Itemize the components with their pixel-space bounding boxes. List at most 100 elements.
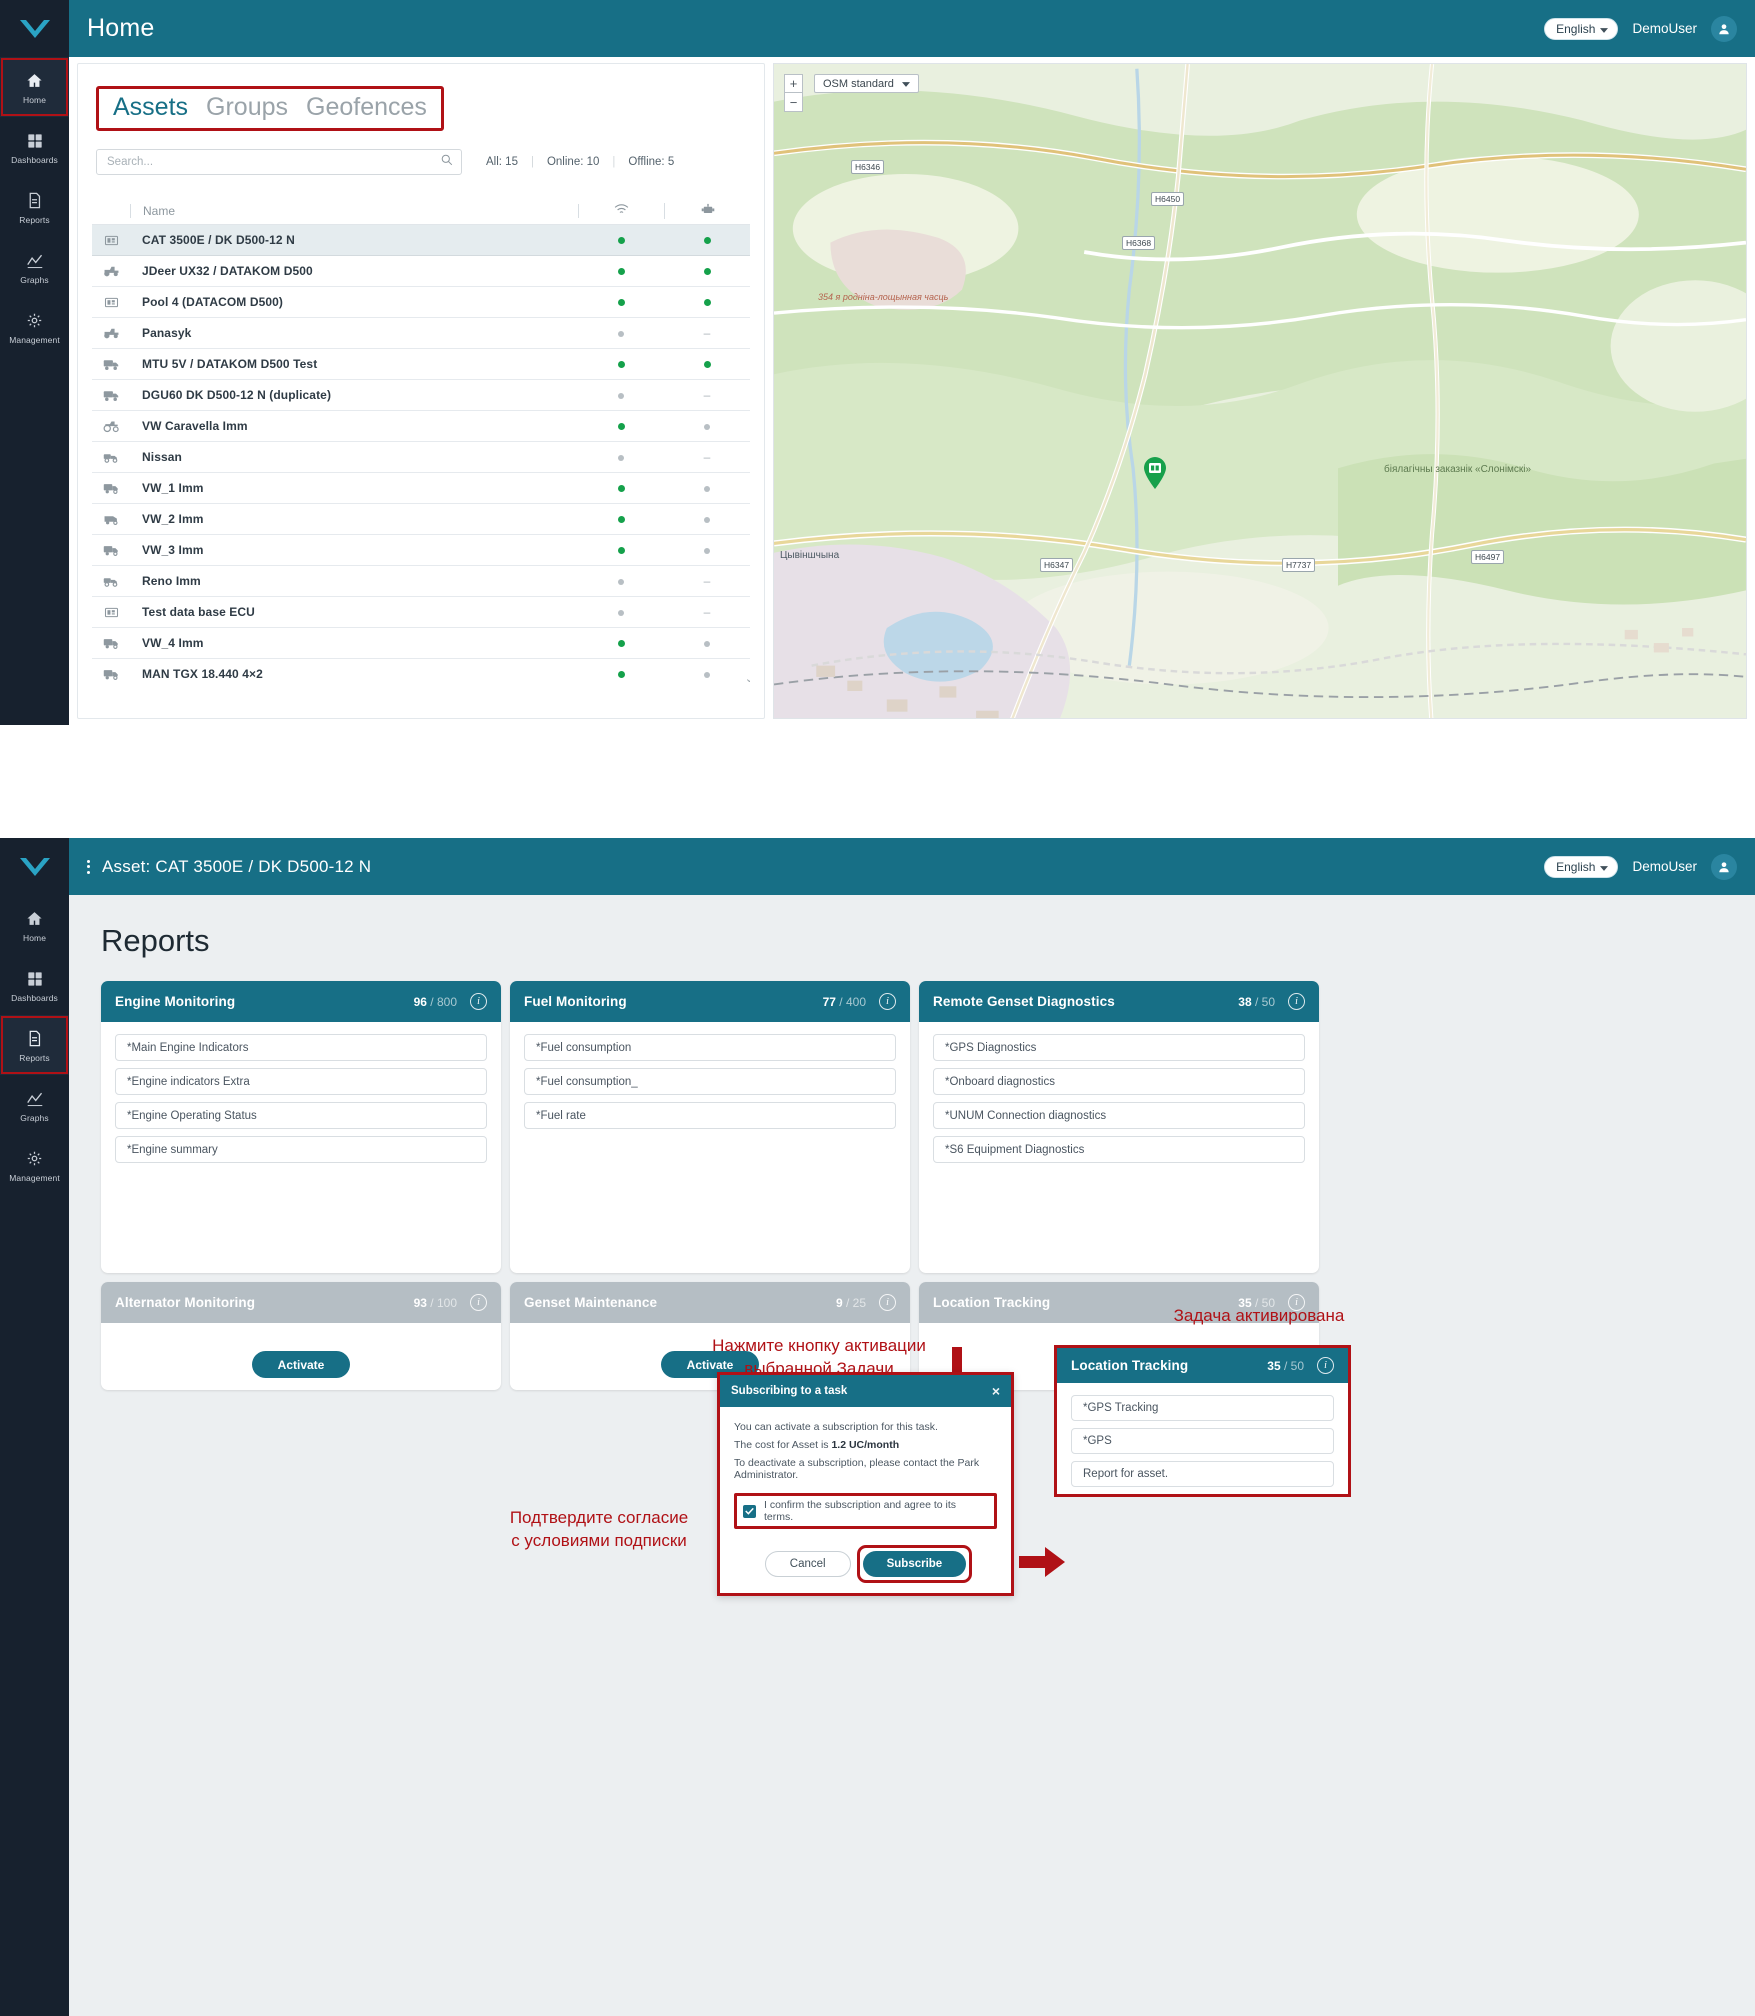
- language-selector[interactable]: English: [1544, 855, 1619, 878]
- report-item[interactable]: *UNUM Connection diagnostics: [933, 1102, 1305, 1129]
- map-panel[interactable]: + − OSM standard H6346 H6450 H6368 H6347…: [773, 63, 1747, 719]
- scroll-caret-icon[interactable]: ⌄: [744, 673, 750, 685]
- report-item[interactable]: Report for asset.: [1071, 1461, 1334, 1487]
- info-icon[interactable]: i: [879, 1294, 896, 1311]
- count-all: All: 15: [486, 156, 518, 168]
- table-row[interactable]: VW Caravella Imm: [92, 411, 750, 442]
- table-row[interactable]: Nissan –: [92, 442, 750, 473]
- table-row[interactable]: Test data base ECU –: [92, 597, 750, 628]
- info-icon[interactable]: i: [1317, 1357, 1334, 1374]
- tab-groups[interactable]: Groups: [206, 93, 289, 121]
- status-wifi: [578, 233, 664, 247]
- sidebar-item-dashboards[interactable]: Dashboards: [0, 955, 69, 1015]
- activate-button[interactable]: Activate: [251, 1351, 351, 1378]
- report-item[interactable]: *GPS: [1071, 1428, 1334, 1454]
- report-card-meta: 38 / 50 i: [1238, 993, 1305, 1010]
- language-selector[interactable]: English: [1544, 17, 1619, 40]
- sidebar-item-home[interactable]: Home: [0, 57, 69, 117]
- search-box[interactable]: [96, 149, 462, 175]
- sidebar-item-reports[interactable]: Reports: [0, 177, 69, 237]
- quota-used: 96: [413, 994, 427, 1009]
- table-row[interactable]: CAT 3500E / DK D500-12 N: [92, 225, 750, 256]
- table-row[interactable]: DGU60 DK D500-12 N (duplicate) –: [92, 380, 750, 411]
- map-zoom-controls[interactable]: + −: [784, 74, 803, 112]
- sidebar-item-graphs[interactable]: Graphs: [0, 1075, 69, 1135]
- report-item[interactable]: *Engine indicators Extra: [115, 1068, 487, 1095]
- count-offline: Offline: 5: [628, 156, 675, 168]
- tab-geofences[interactable]: Geofences: [306, 93, 427, 121]
- zoom-out-button[interactable]: −: [784, 93, 803, 112]
- table-row[interactable]: JDeer UX32 / DATAKOM D500: [92, 256, 750, 287]
- cancel-button[interactable]: Cancel: [764, 1551, 851, 1577]
- status-wifi: [578, 326, 664, 340]
- tab-assets[interactable]: Assets: [113, 93, 189, 121]
- zoom-in-button[interactable]: +: [784, 74, 803, 93]
- topbar-home: Home English DemoUser: [69, 0, 1755, 57]
- report-card-quota: 35 / 50: [1238, 1296, 1275, 1310]
- search-input[interactable]: [107, 156, 441, 168]
- asset-name: VW_2 Imm: [142, 512, 204, 526]
- map-layer-selector[interactable]: OSM standard: [814, 74, 919, 93]
- report-item[interactable]: *Main Engine Indicators: [115, 1034, 487, 1061]
- modal-cost-value: 1.2 UC/month: [831, 1439, 900, 1451]
- report-item[interactable]: *Fuel rate: [524, 1102, 896, 1129]
- sidebar-label-graphs: Graphs: [20, 274, 49, 285]
- table-row[interactable]: VW_4 Imm: [92, 628, 750, 659]
- sidebar-item-reports[interactable]: Reports: [0, 1015, 69, 1075]
- info-icon[interactable]: i: [470, 1294, 487, 1311]
- sidebar-item-home[interactable]: Home: [0, 895, 69, 955]
- assets-table-body[interactable]: CAT 3500E / DK D500-12 N JDeer UX32 / DAT…: [92, 225, 750, 687]
- van-icon: [92, 544, 130, 556]
- table-row[interactable]: Reno Imm –: [92, 566, 750, 597]
- wifi-icon: [614, 203, 629, 218]
- report-item[interactable]: *Engine summary: [115, 1136, 487, 1163]
- table-row[interactable]: Panasyk –: [92, 318, 750, 349]
- close-icon[interactable]: ×: [991, 1383, 1000, 1399]
- status-wifi: [578, 264, 664, 278]
- table-row[interactable]: VW_2 Imm: [92, 504, 750, 535]
- status-wifi: [578, 667, 664, 681]
- status-device: [664, 512, 750, 526]
- report-item[interactable]: *Engine Operating Status: [115, 1102, 487, 1129]
- confirm-checkbox[interactable]: [743, 1504, 756, 1518]
- avatar[interactable]: [1711, 15, 1737, 42]
- sidebar-item-dashboards[interactable]: Dashboards: [0, 117, 69, 177]
- app-logo[interactable]: [0, 0, 69, 57]
- avatar[interactable]: [1711, 853, 1737, 880]
- report-item[interactable]: *Fuel consumption: [524, 1034, 896, 1061]
- annotation-result-hint: Задача активирована: [1173, 1306, 1345, 1325]
- sidebar-label-reports: Reports: [19, 214, 50, 225]
- sidebar-item-management[interactable]: Management: [0, 297, 69, 357]
- asset-map-marker[interactable]: [1142, 456, 1168, 490]
- modal-line-1: You can activate a subscription for this…: [734, 1421, 938, 1433]
- report-item[interactable]: *GPS Diagnostics: [933, 1034, 1305, 1061]
- report-item[interactable]: *GPS Tracking: [1071, 1395, 1334, 1421]
- table-row[interactable]: Pool 4 (DATACOM D500): [92, 287, 750, 318]
- info-icon[interactable]: i: [879, 993, 896, 1010]
- report-item[interactable]: *Fuel consumption_: [524, 1068, 896, 1095]
- truck-icon: [92, 358, 130, 371]
- table-row[interactable]: VW_3 Imm: [92, 535, 750, 566]
- report-cards-grid: Engine Monitoring 96 / 800 i *Main Engine I…: [101, 981, 1371, 1390]
- chevron-down-icon: [1600, 860, 1609, 874]
- table-row[interactable]: MTU 5V / DATAKOM D500 Test: [92, 349, 750, 380]
- report-card-header: Fuel Monitoring 77 / 400 i: [510, 981, 910, 1022]
- info-icon[interactable]: i: [470, 993, 487, 1010]
- status-wifi: [578, 512, 664, 526]
- report-item[interactable]: *S6 Equipment Diagnostics: [933, 1136, 1305, 1163]
- screen-reports: Home Dashboards Reports Graphs: [0, 838, 1755, 2016]
- quota-total: / 400: [839, 994, 866, 1009]
- info-icon[interactable]: i: [1288, 1294, 1305, 1311]
- report-card: Engine Monitoring 96 / 800 i *Main Engine I…: [101, 981, 501, 1273]
- sidebar-item-management[interactable]: Management: [0, 1135, 69, 1195]
- road-shield: H6346: [851, 160, 885, 174]
- report-item[interactable]: *Onboard diagnostics: [933, 1068, 1305, 1095]
- info-icon[interactable]: i: [1288, 993, 1305, 1010]
- menu-kebab-icon[interactable]: [87, 859, 90, 874]
- subscribe-button[interactable]: Subscribe: [862, 1551, 967, 1577]
- table-row[interactable]: MAN TGX 18.440 4×2: [92, 659, 750, 687]
- app-logo[interactable]: [0, 838, 69, 895]
- table-row[interactable]: VW_1 Imm: [92, 473, 750, 504]
- sidebar-item-graphs[interactable]: Graphs: [0, 237, 69, 297]
- quota-total: / 100: [430, 1295, 457, 1310]
